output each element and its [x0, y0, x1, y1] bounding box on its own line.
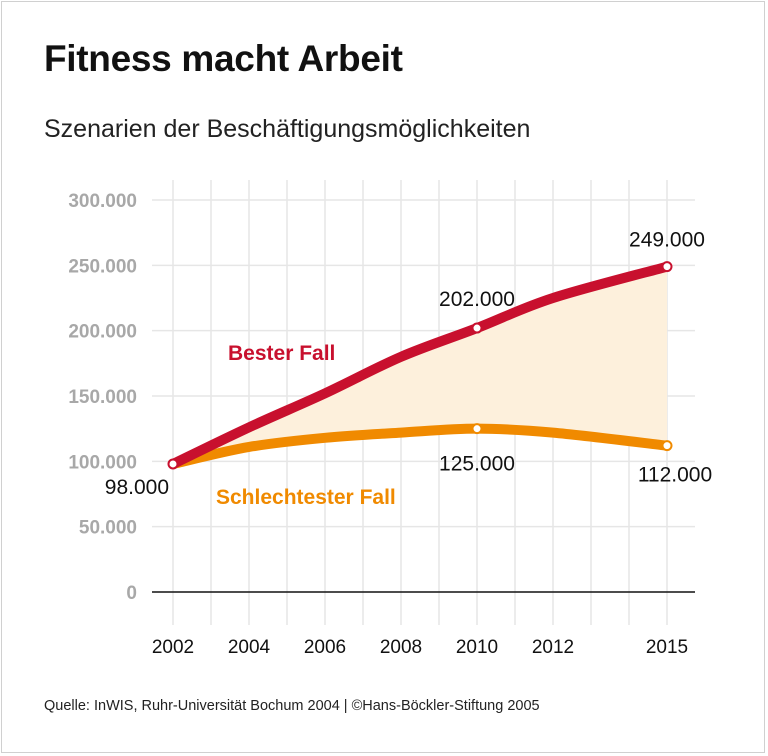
- x-tick-label: 2006: [304, 637, 346, 658]
- x-tick-label: 2010: [456, 637, 498, 658]
- y-tick-label: 150.000: [68, 387, 137, 408]
- x-tick-label: 2004: [228, 637, 271, 658]
- y-tick-label: 50.000: [79, 518, 137, 539]
- series-line-worst: [168, 423, 672, 469]
- y-tick-label: 300.000: [68, 191, 137, 212]
- data-label: 202.000: [439, 288, 515, 311]
- series-label-best: Bester Fall: [228, 342, 335, 365]
- y-tick-label: 100.000: [68, 452, 137, 473]
- source-note: Quelle: InWIS, Ruhr-Universität Bochum 2…: [44, 698, 540, 714]
- y-tick-label: 250.000: [68, 256, 137, 277]
- x-tick-label: 2008: [380, 637, 422, 658]
- series-line-best: [168, 261, 672, 469]
- data-point-marker: [167, 458, 179, 470]
- data-point-marker: [471, 423, 483, 435]
- y-tick-label: 0: [126, 583, 137, 604]
- chart-subtitle: Szenarien der Beschäftigungsmöglichkeite…: [44, 115, 531, 143]
- x-tick-label: 2012: [532, 637, 574, 658]
- data-label: 98.000: [105, 476, 169, 499]
- series-label-worst: Schlechtester Fall: [216, 486, 396, 509]
- data-point-marker: [661, 261, 673, 273]
- data-label: 125.000: [439, 453, 515, 476]
- area-between-scenarios: [173, 266, 667, 464]
- data-point-marker: [471, 322, 483, 334]
- chart-title: Fitness macht Arbeit: [44, 38, 403, 79]
- data-label: 112.000: [638, 464, 712, 487]
- y-tick-label: 200.000: [68, 322, 137, 343]
- data-point-marker: [661, 440, 673, 452]
- x-tick-label: 2015: [646, 637, 688, 658]
- data-label: 249.000: [629, 229, 705, 252]
- x-tick-label: 2002: [152, 637, 194, 658]
